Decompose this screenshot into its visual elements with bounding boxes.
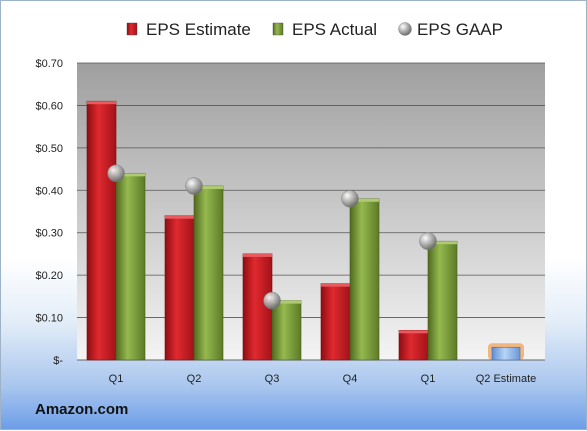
plot-area bbox=[77, 63, 545, 360]
x-tick-label: Q1 bbox=[109, 373, 124, 385]
bar-eps-actual bbox=[349, 198, 380, 361]
y-tick-label: $0.30 bbox=[35, 228, 63, 240]
legend-label: EPS GAAP bbox=[417, 20, 503, 39]
bar-eps-actual-cap bbox=[428, 241, 457, 245]
legend-marker bbox=[398, 22, 412, 36]
bar-q2-estimate bbox=[491, 346, 521, 361]
bar-eps-actual bbox=[427, 240, 458, 361]
bar-eps-actual-cap bbox=[194, 186, 223, 190]
y-tick-label: $0.60 bbox=[35, 100, 63, 112]
bars bbox=[86, 100, 524, 361]
legend-swatch bbox=[272, 22, 284, 36]
bar-eps-actual-cap bbox=[350, 198, 379, 202]
bar-eps-actual-cap bbox=[272, 300, 301, 304]
bar-eps-actual bbox=[271, 300, 302, 361]
marker-eps-gaap bbox=[263, 291, 281, 310]
bar-eps-estimate bbox=[86, 100, 117, 361]
brand-label: Amazon.com bbox=[35, 401, 129, 418]
bar-eps-estimate-cap bbox=[87, 101, 116, 105]
bar-eps-estimate bbox=[320, 283, 351, 361]
x-axis: Q1 Q2 Q3 Q4 Q1 Q2 Estimate bbox=[109, 373, 537, 385]
gridlines bbox=[77, 62, 545, 361]
x-tick-label: Q2 Estimate bbox=[476, 373, 537, 385]
y-tick-label: $0.40 bbox=[35, 185, 63, 197]
y-tick-label: $0.50 bbox=[35, 143, 63, 155]
y-axis: $- $0.10 $0.20 $0.30 $0.40 $0.50 $0.60 $0.70 bbox=[35, 58, 63, 367]
legend-swatch bbox=[126, 22, 138, 36]
y-tick-label: $- bbox=[53, 355, 63, 367]
bar-eps-actual bbox=[193, 185, 224, 361]
gaap-markers bbox=[107, 164, 437, 310]
bar-eps-estimate bbox=[164, 215, 195, 361]
y-tick-label: $0.70 bbox=[35, 58, 63, 70]
bar-eps-estimate-cap bbox=[165, 215, 194, 219]
bar-eps-actual bbox=[115, 173, 146, 361]
x-tick-label: Q3 bbox=[265, 373, 280, 385]
bar-eps-estimate-cap bbox=[321, 283, 350, 287]
x-tick-label: Q4 bbox=[343, 373, 358, 385]
bar-eps-estimate-cap bbox=[399, 330, 428, 334]
bar-eps-estimate bbox=[398, 329, 429, 361]
x-tick-label: Q2 bbox=[187, 373, 202, 385]
legend-label: EPS Actual bbox=[292, 20, 377, 39]
marker-eps-gaap bbox=[185, 177, 203, 195]
y-tick-label: $0.20 bbox=[35, 270, 63, 282]
legend: EPS Estimate EPS Actual EPS GAAP bbox=[126, 20, 503, 39]
marker-eps-gaap bbox=[419, 232, 437, 250]
marker-eps-gaap bbox=[107, 164, 125, 183]
x-tick-label: Q1 bbox=[421, 373, 436, 385]
legend-label: EPS Estimate bbox=[146, 20, 251, 39]
y-tick-label: $0.10 bbox=[35, 313, 63, 325]
bar-eps-estimate-cap bbox=[243, 253, 272, 257]
marker-eps-gaap bbox=[341, 190, 359, 208]
bar-eps-actual-cap bbox=[116, 173, 145, 177]
